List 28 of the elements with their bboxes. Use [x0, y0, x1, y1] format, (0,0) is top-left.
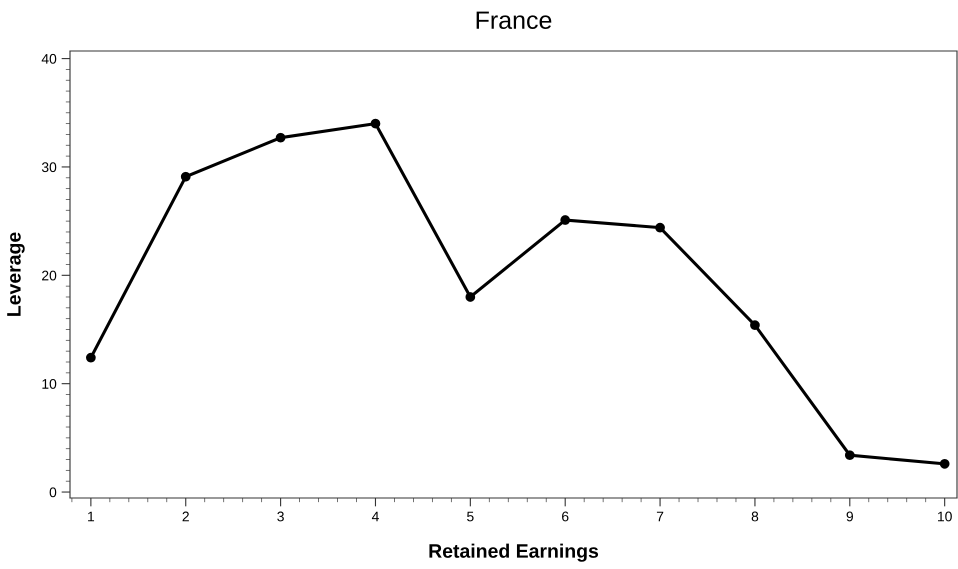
point: [844, 450, 855, 460]
point: [750, 320, 760, 330]
x-tick-label: 3: [277, 512, 284, 522]
y-tick-label: 40: [42, 54, 56, 64]
point: [465, 292, 476, 302]
y-tick-label: 20: [42, 270, 56, 280]
x-tick-label: 8: [752, 512, 758, 522]
x-tick-label: 1: [88, 512, 94, 522]
y-axis-title: Leverage: [7, 232, 25, 316]
y-tick-label: 0: [50, 487, 56, 498]
point: [86, 352, 96, 363]
point: [655, 222, 665, 232]
point: [370, 118, 380, 128]
x-tick-label: 4: [372, 512, 379, 522]
x-tick-label: 2: [182, 512, 189, 522]
point: [276, 132, 286, 143]
point: [560, 215, 570, 225]
point: [180, 172, 191, 182]
chart-title: France: [476, 12, 552, 30]
point: [940, 459, 950, 469]
x-axis-title: Retained Earnings: [429, 544, 598, 562]
y-tick-label: 10: [42, 379, 56, 389]
x-tick-label: 7: [656, 512, 664, 522]
x-tick-label: 9: [846, 512, 854, 522]
x-tick-label: 5: [467, 512, 474, 522]
x-tick-label: 10: [938, 512, 952, 522]
x-tick-label: 6: [562, 512, 568, 522]
y-tick-label: 30: [42, 162, 56, 172]
